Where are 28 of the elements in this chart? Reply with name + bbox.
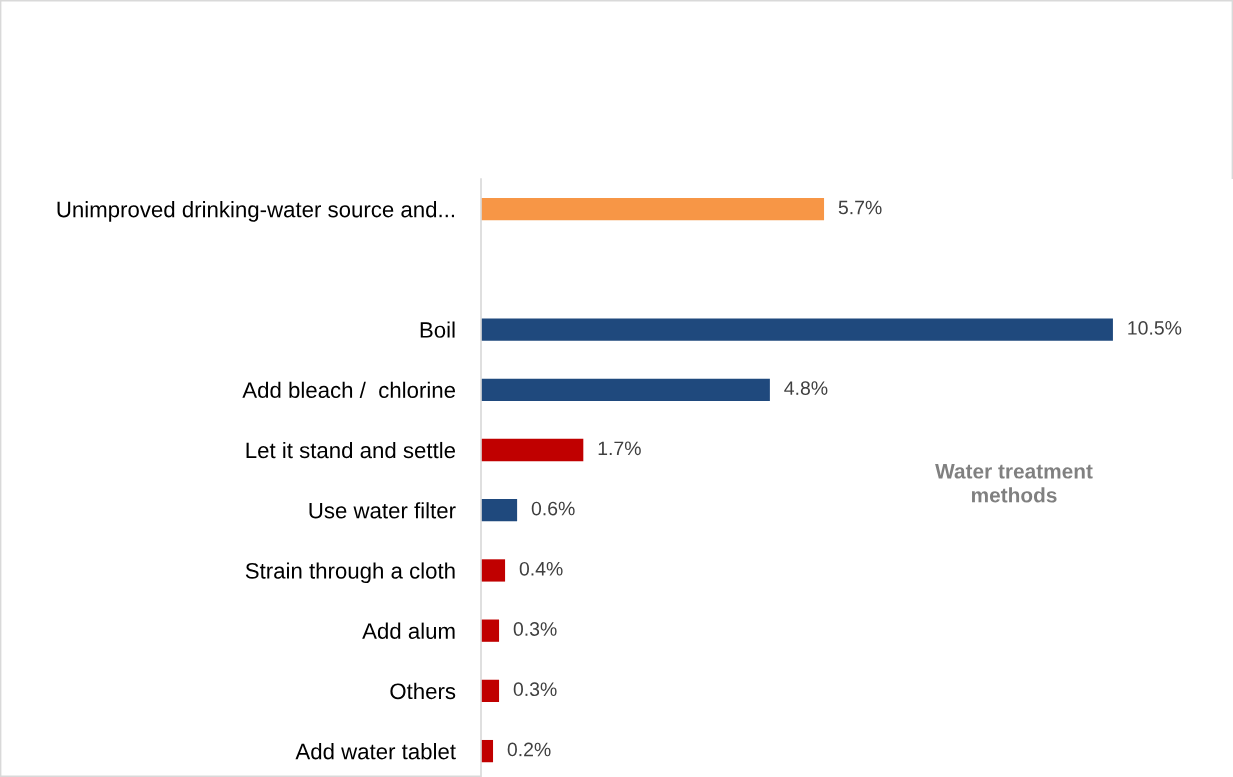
data-label: 0.3% xyxy=(513,622,557,636)
data-label: 10.5% xyxy=(1128,321,1182,335)
y-tick-label: Add alum xyxy=(362,622,455,639)
data-label: 0.6% xyxy=(531,501,575,516)
annotation: Water treatment methods xyxy=(935,464,1093,503)
bar xyxy=(481,318,1113,341)
data-label: 4.8% xyxy=(784,381,828,395)
data-label: 0.2% xyxy=(507,742,551,757)
bar xyxy=(481,438,584,462)
y-tick-label: Boil xyxy=(420,321,455,338)
y-tick-label: Unimproved drinking-water source and... xyxy=(57,201,454,222)
bar xyxy=(481,378,770,401)
bar xyxy=(481,499,518,522)
bar xyxy=(481,739,494,763)
bar xyxy=(481,197,825,221)
data-label: 5.7% xyxy=(838,200,882,215)
data-label: 0.4% xyxy=(519,561,563,576)
data-label: 1.7% xyxy=(598,441,641,456)
y-tick-label: Strain through a cloth xyxy=(245,562,455,584)
bar xyxy=(481,679,500,703)
y-tick-label: Use water filter xyxy=(309,502,456,519)
bar xyxy=(481,559,506,582)
y-tick-label: Add water tablet xyxy=(295,743,456,760)
data-label: 0.3% xyxy=(513,682,557,697)
bar xyxy=(481,619,500,642)
y-tick-label: Let it stand and settle xyxy=(246,441,456,459)
y-tick-label: Add bleach / chlorine xyxy=(242,381,456,399)
y-tick-label: Others xyxy=(390,682,456,700)
